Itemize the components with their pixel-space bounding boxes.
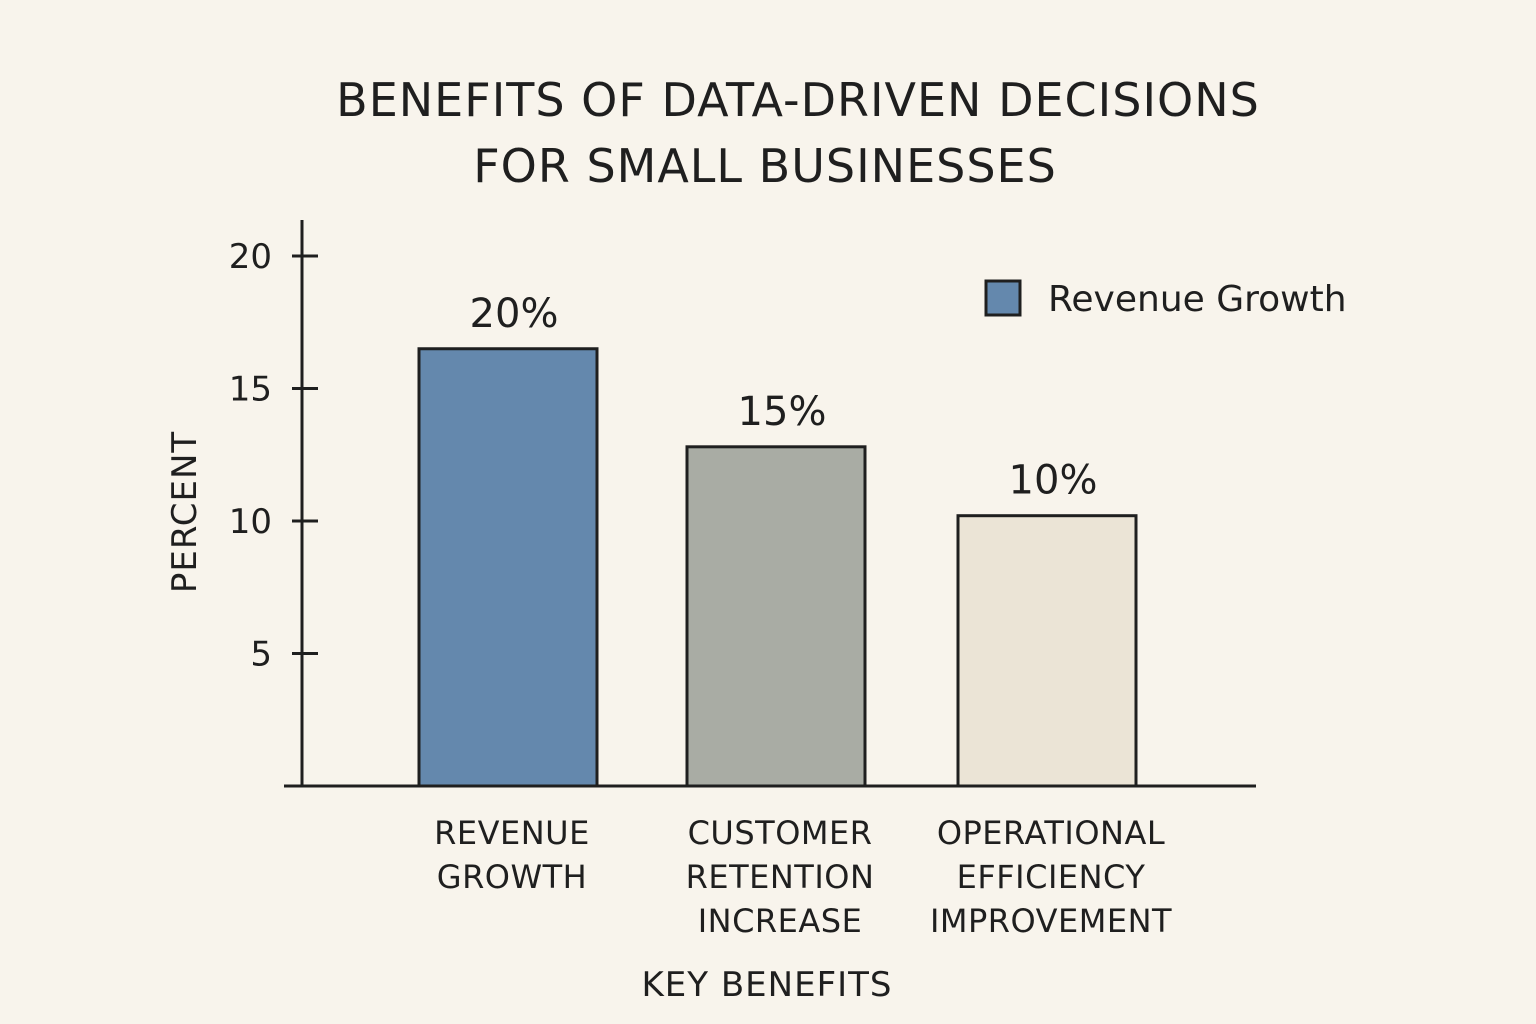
category-labels: REVENUE GROWTH CUSTOMER RETENTION INCREASE OP… xyxy=(434,814,1172,940)
bar-data-label-3: 10% xyxy=(1009,458,1098,504)
bar-data-label-2: 15% xyxy=(738,389,827,435)
category-label-3-line-1: OPERATIONAL xyxy=(937,814,1165,852)
legend: Revenue Growth xyxy=(984,279,1347,320)
chart-title-line-2: FOR SMALL BUSINESSES xyxy=(473,139,1057,193)
bars xyxy=(417,347,1138,788)
category-label-2-line-3: INCREASE xyxy=(698,902,863,940)
category-label-3-line-2: EFFICIENCY xyxy=(957,858,1146,896)
bar-3 xyxy=(956,514,1138,788)
y-axis-label: PERCENT xyxy=(165,431,205,593)
category-label-1-line-2: GROWTH xyxy=(437,858,587,896)
x-axis-label: KEY BENEFITS xyxy=(641,965,892,1005)
y-tick-label-15: 15 xyxy=(229,370,272,410)
category-label-3-line-3: IMPROVEMENT xyxy=(930,902,1172,940)
y-ticks: 5 10 15 20 xyxy=(229,237,318,675)
bar-data-labels: 20% 15% 10% xyxy=(470,291,1098,504)
category-label-2-line-1: CUSTOMER xyxy=(688,814,873,852)
bar-1 xyxy=(417,347,599,788)
bar-data-label-1: 20% xyxy=(470,291,559,337)
legend-swatch xyxy=(984,279,1022,317)
legend-label: Revenue Growth xyxy=(1048,279,1347,320)
chart-title-line-1: BENEFITS OF DATA-DRIVEN DECISIONS xyxy=(336,73,1260,127)
y-tick-label-5: 5 xyxy=(250,635,272,675)
y-tick-label-10: 10 xyxy=(229,502,272,542)
bar-2 xyxy=(685,445,867,788)
category-label-2-line-2: RETENTION xyxy=(686,858,875,896)
y-tick-label-20: 20 xyxy=(229,237,272,277)
category-label-1-line-1: REVENUE xyxy=(434,814,590,852)
